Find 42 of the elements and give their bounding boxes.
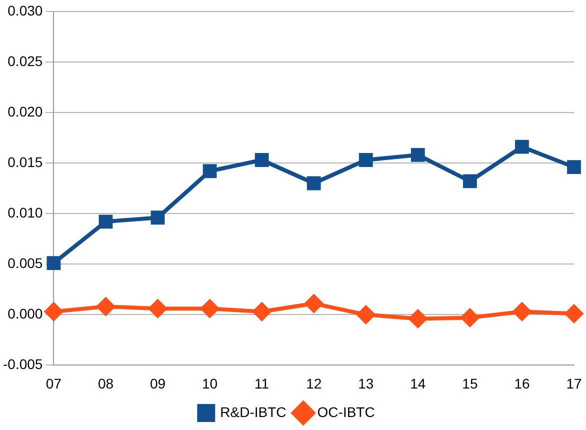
point <box>252 302 271 321</box>
x-tick-label: 17 <box>566 375 582 392</box>
point <box>515 140 529 154</box>
y-tick-label: 0.010 <box>8 204 43 220</box>
point <box>358 153 373 167</box>
point <box>460 308 479 327</box>
x-tick-label: 12 <box>306 375 322 392</box>
y-tick-label: 0.000 <box>8 306 43 322</box>
y-tick-label: 0.005 <box>8 254 43 271</box>
point <box>408 310 427 328</box>
point <box>96 298 115 316</box>
legend-label: OC-IBTC <box>317 404 375 420</box>
point <box>304 294 323 313</box>
point <box>565 304 583 323</box>
x-tick-label: 09 <box>150 375 166 392</box>
point <box>202 164 217 178</box>
x-tick-label: 13 <box>358 375 374 392</box>
point <box>410 148 425 162</box>
point <box>98 214 113 229</box>
point <box>356 306 375 324</box>
x-tick-label: 16 <box>514 375 530 392</box>
point <box>567 160 581 174</box>
y-tick-label: 0.015 <box>8 154 43 170</box>
point <box>148 300 167 318</box>
point <box>44 302 63 321</box>
point <box>462 174 477 188</box>
y-tick-label: 0.020 <box>8 103 43 120</box>
point <box>512 302 531 321</box>
point <box>254 153 269 167</box>
x-tick-label: 08 <box>98 375 114 392</box>
x-tick-label: 15 <box>462 375 478 392</box>
point <box>306 176 321 190</box>
point <box>150 210 165 225</box>
point <box>200 300 219 318</box>
y-tick-label: -0.005 <box>2 356 43 372</box>
y-tick-label: 0.025 <box>8 52 43 69</box>
y-tick-label: 0.030 <box>8 2 43 18</box>
x-tick-label: 11 <box>254 375 270 392</box>
x-tick-label: 07 <box>46 375 62 392</box>
legend-label: R&D-IBTC <box>220 404 286 420</box>
x-tick-label: 14 <box>410 375 426 392</box>
x-tick-label: 10 <box>202 375 218 392</box>
